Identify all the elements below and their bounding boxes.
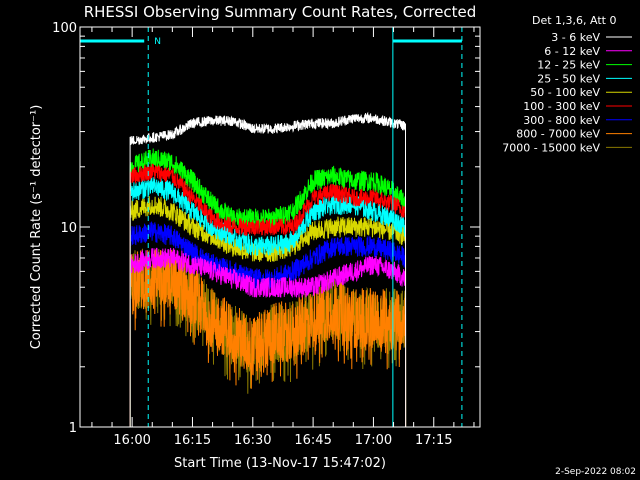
series-line-2 (129, 247, 407, 428)
attenuator-label: N (154, 37, 161, 47)
legend-label: 6 - 12 keV (544, 45, 600, 58)
x-tick-label: 17:15 (415, 433, 452, 448)
y-axis-label: Corrected Count Rate (s⁻¹ detector⁻¹) (29, 105, 44, 350)
x-tick-label: 16:15 (174, 433, 211, 448)
y-tick-label: 100 (52, 21, 77, 36)
y-axis: 1 10 100 (52, 21, 480, 436)
legend-label: 7000 - 15000 keV (502, 141, 600, 154)
legend-label: 300 - 800 keV (523, 114, 600, 127)
legend-title: Det 1,3,6, Att 0 (532, 14, 616, 27)
x-tick-label: 16:00 (113, 433, 150, 448)
legend-label: 12 - 25 keV (537, 59, 600, 72)
legend-label: 100 - 300 keV (523, 100, 600, 113)
series-line-8 (129, 248, 407, 428)
legend-label: 50 - 100 keV (530, 86, 600, 99)
series-line-6 (129, 163, 407, 428)
legend-label: 25 - 50 keV (537, 72, 600, 85)
x-tick-label: 16:45 (294, 433, 331, 448)
y-tick-label: 10 (60, 221, 77, 236)
legend-label: 800 - 7000 keV (516, 128, 600, 141)
x-axis-label: Start Time (13-Nov-17 15:47:02) (174, 456, 386, 471)
x-axis: 16:00 16:15 16:30 16:45 17:00 17:15 (91, 27, 475, 448)
series-line-1 (129, 111, 407, 428)
series-line-7 (129, 221, 407, 428)
series-line-3 (129, 148, 407, 428)
date-stamp: 2-Sep-2022 08:02 (555, 467, 636, 477)
y-tick-label: 1 (69, 421, 77, 436)
x-tick-label: 16:30 (234, 433, 271, 448)
chart-title: RHESSI Observing Summary Count Rates, Co… (84, 3, 477, 21)
legend-label: 3 - 6 keV (551, 31, 600, 44)
series-line-4 (129, 176, 407, 428)
series-layer (129, 111, 407, 428)
plot-area: N (79, 27, 463, 428)
x-tick-label: 17:00 (355, 433, 392, 448)
